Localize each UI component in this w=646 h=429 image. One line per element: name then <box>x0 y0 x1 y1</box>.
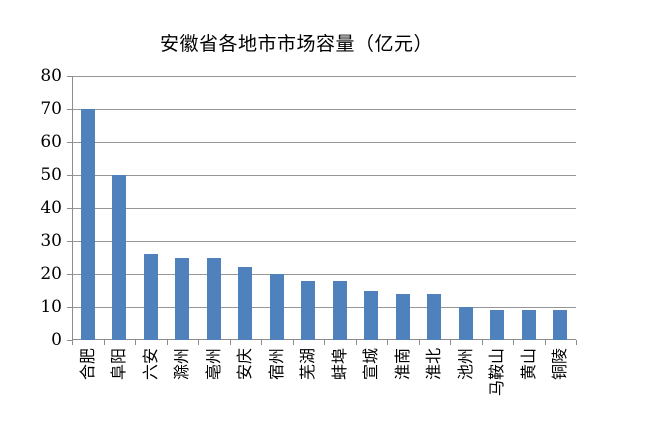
y-axis-tick-label: 30 <box>40 231 62 251</box>
x-axis-category-label: 池州 <box>455 348 475 381</box>
y-axis-tick <box>67 340 72 341</box>
bar <box>332 280 347 340</box>
y-axis-tick <box>67 208 72 209</box>
y-axis-tick-label: 10 <box>40 297 62 317</box>
y-axis-tick <box>67 109 72 110</box>
y-axis-tick-label: 60 <box>40 132 62 152</box>
bar <box>206 257 221 340</box>
bar <box>395 293 410 340</box>
x-axis-tick <box>292 340 294 345</box>
y-axis-tick-label: 50 <box>40 165 62 185</box>
x-axis-category-label: 淮北 <box>424 348 444 381</box>
bar <box>112 175 127 340</box>
y-axis-tick-label: 0 <box>51 330 62 350</box>
x-axis-line <box>72 339 576 340</box>
bar <box>175 257 190 340</box>
x-axis-tick <box>418 340 420 345</box>
y-axis-tick-label: 70 <box>40 99 62 119</box>
gridline <box>72 241 576 242</box>
bar <box>238 267 253 340</box>
y-axis-line <box>72 76 73 340</box>
bar <box>427 293 442 340</box>
bar <box>364 290 379 340</box>
gridline <box>72 307 576 308</box>
y-axis-tick <box>67 142 72 143</box>
y-axis-tick-label: 40 <box>40 198 62 218</box>
x-axis-tick <box>387 340 388 345</box>
x-axis-category-label: 合肥 <box>77 348 97 381</box>
x-axis-category-label: 黄山 <box>518 348 538 381</box>
x-axis-category-label: 淮南 <box>392 348 412 381</box>
bar <box>143 254 158 340</box>
gridline <box>72 208 576 209</box>
x-axis-tick <box>355 340 357 345</box>
bar <box>269 274 284 340</box>
gridline <box>72 274 576 275</box>
x-axis-tick <box>324 340 325 345</box>
x-axis-tick <box>103 340 105 345</box>
gridline <box>72 109 576 110</box>
x-axis-tick <box>135 340 136 345</box>
bar <box>553 310 568 340</box>
x-axis-tick <box>229 340 231 345</box>
x-axis-tick <box>261 340 262 345</box>
plot-area <box>67 76 577 345</box>
x-axis-category-label: 滁州 <box>172 348 192 381</box>
x-axis-tick <box>450 340 451 345</box>
y-axis-tick-label: 20 <box>40 264 62 284</box>
x-axis-tick <box>576 340 577 345</box>
x-axis-category-label: 安庆 <box>235 348 255 381</box>
x-axis-tick <box>72 340 73 345</box>
x-axis-tick <box>513 340 514 345</box>
x-axis-category-label: 亳州 <box>203 348 223 381</box>
bar <box>301 280 316 340</box>
x-axis-tick <box>198 340 199 345</box>
y-axis-tick <box>67 241 72 242</box>
y-axis-tick <box>67 307 72 308</box>
x-axis-category-label: 阜阳 <box>109 348 129 381</box>
gridline <box>72 142 576 143</box>
y-axis-tick <box>67 274 72 275</box>
x-axis-tick <box>166 340 168 345</box>
gridline <box>72 175 576 176</box>
y-axis-tick <box>67 175 72 176</box>
x-axis-tick <box>544 340 546 345</box>
gridline <box>72 76 576 77</box>
x-axis-category-label: 蚌埠 <box>329 348 349 381</box>
y-axis-tick <box>67 76 72 77</box>
x-axis-tick <box>481 340 483 345</box>
x-axis-category-label: 马鞍山 <box>487 348 507 397</box>
chart-title: 安徽省各地市市场容量（亿元） <box>160 33 434 55</box>
x-axis-category-label: 宿州 <box>266 348 286 381</box>
y-axis-tick-label: 80 <box>40 66 62 86</box>
x-axis-category-label: 芜湖 <box>298 348 318 381</box>
x-axis-category-label: 六安 <box>140 348 160 381</box>
bar <box>521 310 536 340</box>
bar <box>80 109 95 340</box>
x-axis-category-label: 宣城 <box>361 348 381 381</box>
bar <box>490 310 505 340</box>
x-axis-category-label: 铜陵 <box>550 348 570 381</box>
bar <box>458 307 473 340</box>
